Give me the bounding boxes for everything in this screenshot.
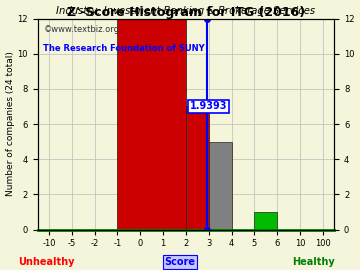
Text: Industry: Investment Banking & Brokerage Services: Industry: Investment Banking & Brokerage… [56,6,315,16]
Text: Healthy: Healthy [292,257,334,267]
Bar [117,19,186,229]
Text: Score: Score [165,257,195,267]
Bar [209,142,231,230]
Text: 1.9393: 1.9393 [190,102,227,112]
Title: Z'-Score Histogram for ITG (2016): Z'-Score Histogram for ITG (2016) [67,6,305,19]
Y-axis label: Number of companies (24 total): Number of companies (24 total) [5,52,14,197]
Text: The Research Foundation of SUNY: The Research Foundation of SUNY [44,44,205,53]
Text: Unhealthy: Unhealthy [19,257,75,267]
Text: ©www.textbiz.org: ©www.textbiz.org [44,25,120,34]
Bar [186,106,209,230]
Bar [255,212,277,230]
